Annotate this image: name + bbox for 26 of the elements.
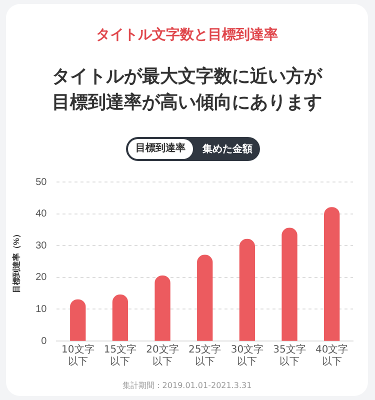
x-tick-label: 35文字以下: [273, 344, 306, 368]
x-tick-label: 40文字以下: [315, 344, 348, 368]
text: 目標到達率: [128, 139, 193, 159]
y-tick-label: 40: [36, 208, 48, 220]
x-tick-label: 10文字以下: [62, 344, 94, 368]
x-tick-label: 15文字以下: [104, 344, 137, 368]
x-tick-label: 30文字以下: [230, 344, 264, 368]
bar: [324, 207, 340, 341]
y-tick-label: 50: [36, 176, 48, 188]
text: 集めた金額: [202, 142, 254, 156]
x-tick-label: 25文字以下: [188, 344, 222, 368]
x-tick-label: 20文字以下: [146, 344, 179, 368]
bar: [70, 299, 86, 341]
bar: [239, 238, 256, 341]
bar: [282, 228, 298, 341]
bar: [197, 254, 213, 341]
y-tick-label: 10: [36, 304, 48, 315]
text: 集計期間：2019.01.01-2021.3.31: [121, 380, 253, 391]
bar: [154, 275, 170, 341]
y-tick-label: 20: [36, 272, 48, 284]
y-axis-title: 目標到達率（%）: [11, 230, 22, 294]
chart-title: タイトル文字数と目標到達率: [95, 26, 279, 44]
y-tick-label: 30: [36, 240, 48, 252]
y-tick-label: 0: [41, 336, 48, 347]
chart-subtitle: タイトルが最大文字数に近い方が目標到達率が高い傾向にあります: [51, 65, 324, 115]
bar: [112, 294, 128, 341]
